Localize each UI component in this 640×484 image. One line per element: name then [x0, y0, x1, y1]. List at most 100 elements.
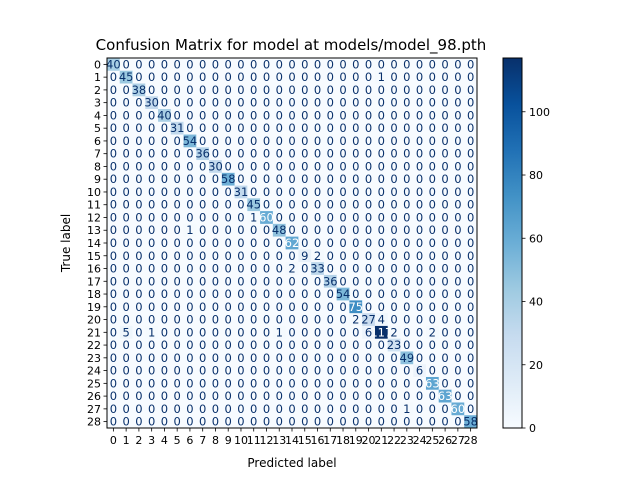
heatmap-cell-value: 0 [161, 236, 168, 250]
heatmap-cell-value: 0 [454, 300, 461, 314]
heatmap-cell [132, 364, 146, 378]
heatmap-cell-value: 0 [288, 223, 295, 237]
x-tick-label: 2 [135, 434, 142, 447]
heatmap-cell-value: 0 [339, 313, 346, 327]
heatmap-cell [107, 402, 121, 416]
heatmap-cell-value: 0 [352, 249, 359, 263]
heatmap-cell [145, 121, 159, 135]
heatmap-cell-value: 0 [212, 210, 219, 224]
heatmap-cell [464, 211, 478, 225]
heatmap-cell [374, 351, 388, 365]
heatmap-cell [425, 389, 440, 403]
heatmap-cell-value: 0 [378, 389, 385, 403]
heatmap-cell-value: 0 [148, 236, 155, 250]
heatmap-cell [374, 274, 388, 288]
heatmap-cell [336, 211, 350, 225]
heatmap-cell [400, 338, 414, 352]
heatmap-cell-value: 0 [441, 108, 448, 122]
heatmap-cell [183, 121, 197, 135]
heatmap-cell [298, 96, 312, 110]
heatmap-cell-value: 0 [403, 364, 410, 378]
heatmap-cell [260, 211, 274, 225]
heatmap-cell-value: 0 [199, 70, 206, 84]
heatmap-cell [285, 364, 299, 378]
heatmap-cell-value: 0 [454, 351, 461, 365]
heatmap-cell [145, 223, 159, 237]
heatmap-cell [311, 300, 325, 314]
heatmap-cell [362, 223, 376, 237]
heatmap-cell-value: 0 [135, 274, 142, 288]
heatmap-cell [158, 58, 172, 72]
heatmap-cell-value: 31 [234, 185, 249, 199]
heatmap-cell [387, 300, 401, 314]
heatmap-cell [234, 325, 248, 339]
heatmap-cell [132, 249, 146, 263]
heatmap-cell [349, 389, 363, 403]
heatmap-cell-value: 0 [378, 287, 385, 301]
heatmap-cell-value: 0 [135, 415, 142, 429]
heatmap-cell-value: 0 [186, 364, 193, 378]
heatmap-cell-value: 0 [148, 108, 155, 122]
heatmap-cell-value: 0 [263, 262, 270, 276]
heatmap-cell [145, 402, 159, 416]
heatmap-cell [425, 313, 440, 327]
heatmap-cell [285, 160, 299, 174]
heatmap-cell [221, 198, 235, 212]
heatmap-cell-value: 0 [161, 57, 168, 71]
heatmap-cell [170, 147, 184, 161]
heatmap-cell [438, 121, 452, 135]
heatmap-cell [158, 83, 172, 97]
colorbar [502, 57, 523, 429]
heatmap-cell-value: 0 [301, 313, 308, 327]
heatmap-cell-value: 0 [416, 249, 423, 263]
heatmap-cell [145, 313, 159, 327]
heatmap-cell-value: 0 [161, 364, 168, 378]
heatmap-cell [132, 134, 146, 148]
heatmap-cell [336, 313, 350, 327]
heatmap-cell [464, 58, 478, 72]
heatmap-cell-value: 0 [186, 121, 193, 135]
heatmap-cell [183, 262, 197, 276]
heatmap-cell-value: 0 [135, 325, 142, 339]
heatmap-cell [260, 313, 274, 327]
heatmap-cell [221, 274, 235, 288]
heatmap-cell-value: 0 [365, 415, 372, 429]
heatmap-cell-value: 0 [352, 121, 359, 135]
heatmap-cell-value: 0 [161, 376, 168, 390]
heatmap-cell-value: 0 [225, 83, 232, 97]
heatmap-cell [158, 70, 172, 84]
heatmap-cell-value: 0 [135, 402, 142, 416]
heatmap-cell [285, 389, 299, 403]
heatmap-cell [107, 376, 121, 391]
heatmap-cell-value: 0 [339, 262, 346, 276]
heatmap-cell-value: 0 [288, 121, 295, 135]
heatmap-cell [196, 287, 210, 301]
heatmap-cell [362, 389, 376, 403]
heatmap-cell [336, 236, 350, 250]
heatmap-cell [132, 109, 146, 123]
heatmap-cell-value: 0 [378, 134, 385, 148]
heatmap-cell-value: 0 [429, 159, 436, 173]
heatmap-cell [451, 96, 465, 110]
heatmap-cell [272, 185, 286, 199]
y-tick-label: 13 [87, 224, 101, 237]
heatmap-cell-value: 0 [263, 415, 270, 429]
heatmap-cell-value: 0 [403, 96, 410, 110]
x-axis-label: Predicted label [247, 456, 336, 470]
heatmap-cell-value: 0 [390, 147, 397, 161]
heatmap-cell-value: 0 [212, 83, 219, 97]
heatmap-cell-value: 0 [148, 364, 155, 378]
heatmap-cell-value: 0 [467, 402, 474, 416]
heatmap-cell [400, 96, 414, 110]
heatmap-cell-value: 63 [438, 389, 453, 403]
heatmap-cell [438, 262, 452, 276]
heatmap-cell [107, 364, 121, 378]
heatmap-cell-value: 0 [365, 108, 372, 122]
heatmap-cell-value: 0 [161, 70, 168, 84]
x-tick-label: 6 [186, 434, 193, 447]
heatmap-cell-value: 0 [263, 185, 270, 199]
heatmap-cell-value: 0 [237, 236, 244, 250]
heatmap-cell [349, 172, 363, 186]
heatmap-cell-value: 0 [467, 198, 474, 212]
heatmap-cell [374, 198, 388, 212]
